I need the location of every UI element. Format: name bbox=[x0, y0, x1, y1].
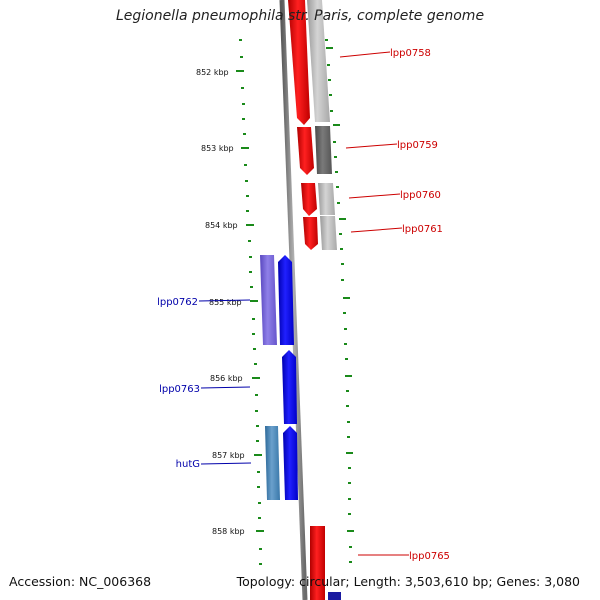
kbp-label-858: 858 kbp bbox=[212, 527, 245, 536]
gene-lpp0760[interactable] bbox=[301, 183, 317, 216]
kbp-label-853: 853 kbp bbox=[201, 144, 234, 153]
left-tick-marks bbox=[236, 39, 264, 565]
right-tick-marks bbox=[325, 39, 354, 563]
gene-lpp0761[interactable] bbox=[303, 217, 318, 250]
gene-lpp0758[interactable] bbox=[288, 0, 310, 125]
label-leader-lines bbox=[198, 51, 409, 556]
kbp-label-855: 855 kbp bbox=[209, 298, 242, 307]
cds-bar-lpp0758 bbox=[307, 0, 330, 122]
label-lpp0765[interactable]: lpp0765 bbox=[409, 551, 450, 562]
genome-title: Legionella pneumophila str. Paris, compl… bbox=[115, 8, 485, 24]
cds-bar-lpp0761 bbox=[320, 216, 337, 250]
gene-lpp0763[interactable] bbox=[282, 350, 297, 424]
gene-lpp0765[interactable] bbox=[310, 526, 325, 600]
cds-bar-hutG bbox=[265, 426, 280, 500]
label-lpp0761[interactable]: lpp0761 bbox=[402, 224, 443, 235]
accession-text: Accession: NC_006368 bbox=[9, 574, 152, 589]
cds-bar-lpp0762 bbox=[260, 255, 277, 345]
label-hutG[interactable]: hutG bbox=[176, 459, 200, 470]
kbp-label-854: 854 kbp bbox=[205, 221, 238, 230]
label-lpp0760[interactable]: lpp0760 bbox=[400, 190, 441, 201]
cds-bar-lpp0765 bbox=[328, 592, 341, 600]
genome-summary-text: Topology: circular; Length: 3,503,610 bp… bbox=[236, 574, 580, 589]
kbp-label-852: 852 kbp bbox=[196, 68, 229, 77]
gene-hutG[interactable] bbox=[283, 426, 298, 500]
kbp-label-857: 857 kbp bbox=[212, 451, 245, 460]
cds-bar-lpp0759 bbox=[315, 126, 332, 174]
label-lpp0763[interactable]: lpp0763 bbox=[159, 384, 200, 395]
kbp-label-856: 856 kbp bbox=[210, 374, 243, 383]
label-lpp0758[interactable]: lpp0758 bbox=[390, 48, 431, 59]
gene-lpp0762[interactable] bbox=[278, 255, 294, 345]
label-lpp0759[interactable]: lpp0759 bbox=[397, 140, 438, 151]
label-lpp0762[interactable]: lpp0762 bbox=[157, 297, 198, 308]
genome-backbone bbox=[279, 0, 308, 600]
gene-lpp0759[interactable] bbox=[297, 127, 314, 175]
cds-bar-lpp0760 bbox=[318, 183, 335, 215]
